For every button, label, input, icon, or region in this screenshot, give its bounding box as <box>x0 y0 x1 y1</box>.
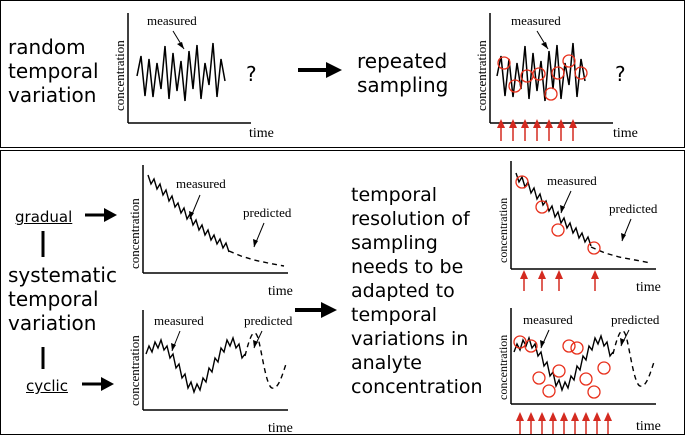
predicted-label: predicted <box>243 205 292 220</box>
y-axis-label: concentration <box>127 198 142 269</box>
measured-label: measured <box>147 13 197 28</box>
x-axis-label: time <box>613 126 638 141</box>
cyclic-predicted-line <box>244 332 287 389</box>
systematic-variation-label: systematic temporal variation <box>8 263 117 335</box>
predicted-label: predicted <box>611 312 660 327</box>
y-axis-label: concentration <box>474 40 489 111</box>
gradual-plot-sampled: concentration time measured predicted <box>496 161 661 295</box>
arrow-cyclic <box>82 377 114 391</box>
random-plot-sampled: concentration time measured <box>474 13 638 141</box>
gradual-label: gradual <box>15 208 73 226</box>
sample-circles <box>513 335 611 399</box>
measured-label: measured <box>176 176 226 191</box>
measured-label: measured <box>523 312 573 327</box>
predicted-label: predicted <box>609 201 658 216</box>
gradual-measured-line <box>515 172 592 247</box>
x-axis-label: time <box>636 419 661 434</box>
gradual-predicted-line <box>228 250 285 267</box>
gradual-predicted-line <box>590 246 652 264</box>
y-axis-label: concentration <box>496 335 510 400</box>
x-axis-label: time <box>636 280 661 295</box>
sample-arrows <box>520 270 599 291</box>
y-axis-label: concentration <box>496 198 510 263</box>
x-axis-label: time <box>249 126 274 141</box>
measured-label: measured <box>547 173 597 188</box>
connector-top <box>41 231 45 257</box>
connector-bottom <box>41 347 45 369</box>
predicted-label: predicted <box>244 313 293 328</box>
cyclic-plot: concentration time measured predicted <box>127 310 293 436</box>
arrow-gradual <box>85 208 117 222</box>
repeated-sampling-label: repeated sampling <box>357 49 449 97</box>
question-mark-2: ? <box>615 62 626 86</box>
random-signal-line <box>496 42 586 102</box>
x-axis-label: time <box>268 284 293 299</box>
measured-label: measured <box>511 13 561 28</box>
y-axis-label: concentration <box>127 335 142 406</box>
sample-arrows <box>516 412 612 434</box>
cyclic-measured-line <box>513 333 614 393</box>
top-panel: random temporal variation concentration … <box>0 0 685 148</box>
random-variation-label: random temporal variation <box>8 35 99 107</box>
temporal-resolution-text: temporal resolution of sampling needs to… <box>351 184 483 398</box>
measured-label: measured <box>154 313 204 328</box>
random-signal-line <box>136 42 226 102</box>
x-axis-label: time <box>268 421 293 436</box>
sample-circles <box>515 175 601 255</box>
cyclic-measured-line <box>145 335 246 395</box>
random-plot-measured: concentration time measured <box>112 13 274 141</box>
gradual-measured-line <box>147 174 230 253</box>
bottom-panel: gradual systematic temporal variation cy… <box>0 150 685 436</box>
y-axis-label: concentration <box>112 40 127 111</box>
sample-circles <box>497 54 588 101</box>
sample-arrows <box>497 119 577 141</box>
cyclic-label: cyclic <box>26 377 68 395</box>
arrow-right-top <box>298 62 342 78</box>
gradual-plot: concentration time measured predicted <box>127 165 293 299</box>
arrow-right-bottom <box>295 302 337 318</box>
question-mark-1: ? <box>246 62 257 86</box>
cyclic-plot-sampled: concentration time measured predicted <box>496 308 661 434</box>
cyclic-predicted-line <box>612 330 655 387</box>
